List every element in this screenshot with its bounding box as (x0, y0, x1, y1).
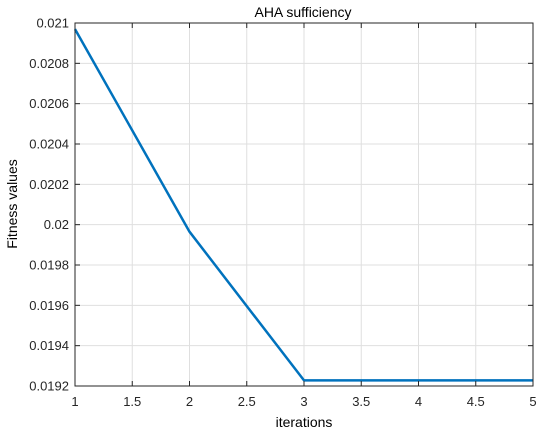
x-tick-label: 3 (300, 394, 307, 409)
x-tick-label: 1 (71, 394, 78, 409)
y-tick-label: 0.0192 (29, 379, 69, 394)
x-tick-label: 2.5 (238, 394, 256, 409)
y-tick-label: 0.02 (44, 217, 69, 232)
y-axis: 0.0192 0.0194 0.0196 0.0198 0.02 0.0202 0.0204… (29, 16, 533, 394)
chart-title: AHA sufficiency (254, 4, 351, 20)
y-tick-label: 0.0196 (29, 298, 69, 313)
series-layer (73, 28, 533, 382)
y-tick-label: 0.0208 (29, 56, 69, 71)
y-tick-label: 0.0194 (29, 338, 69, 353)
y-tick-label: 0.0204 (29, 137, 69, 152)
y-tick-label: 0.0206 (29, 96, 69, 111)
x-tick-label: 5 (529, 394, 536, 409)
x-tick-label: 4.5 (467, 394, 485, 409)
y-tick-label: 0.0198 (29, 258, 69, 273)
y-tick-label: 0.0202 (29, 177, 69, 192)
x-axis: 1 1.5 2 2.5 3 3.5 4 4.5 5 (71, 23, 537, 409)
x-axis-label: iterations (276, 414, 333, 430)
series-line (73, 28, 533, 382)
y-axis-label: Fitness values (4, 159, 20, 248)
x-tick-label: 2 (186, 394, 193, 409)
grid (74, 22, 534, 387)
y-tick-label: 0.021 (36, 16, 69, 31)
x-tick-label: 4 (415, 394, 422, 409)
x-tick-label: 1.5 (123, 394, 141, 409)
x-tick-label: 3.5 (352, 394, 370, 409)
